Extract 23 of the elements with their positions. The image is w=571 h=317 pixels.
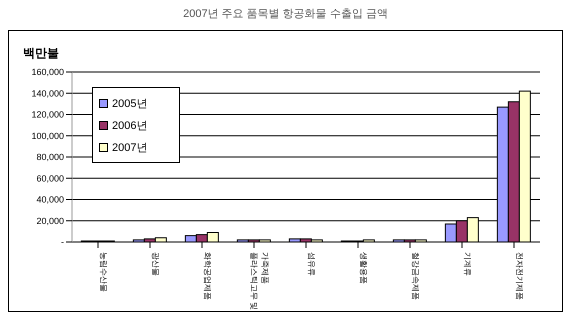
- legend-label: 2006년: [112, 118, 148, 132]
- x-tick-label: 기계류: [463, 252, 472, 276]
- x-tick-label: 농림수산물: [99, 252, 108, 292]
- y-tick-label: 100,000: [31, 130, 64, 141]
- y-axis-title: 백만불: [23, 45, 59, 62]
- x-tick-label: 광산물: [151, 252, 160, 276]
- y-tick-label: 120,000: [31, 110, 64, 120]
- x-tick-label: 화학공업제품: [203, 252, 212, 300]
- y-tick-label: 20,000: [36, 216, 64, 226]
- x-tick-label: 전자전기제품: [515, 252, 524, 300]
- y-tick-label: 80,000: [36, 152, 64, 162]
- x-tick-label: 섬유류: [307, 252, 316, 276]
- y-tick-label: 40,000: [36, 194, 64, 205]
- x-tick-label: 생활용품: [359, 252, 368, 284]
- x-tick-label: 철강금속제품: [411, 252, 420, 300]
- y-tick-label: 60,000: [36, 173, 64, 184]
- legend-label: 2005년: [112, 96, 148, 110]
- chart-title: 2007년 주요 품목별 항공화물 수출입 금액: [182, 7, 389, 21]
- y-tick-label: 160,000: [31, 67, 64, 78]
- y-tick-label: -: [61, 237, 64, 248]
- legend-label: 2007년: [112, 140, 148, 154]
- y-tick-label: 140,000: [31, 88, 64, 98]
- x-tick-label: 플라스틱고무 및 가죽제품: [250, 252, 270, 310]
